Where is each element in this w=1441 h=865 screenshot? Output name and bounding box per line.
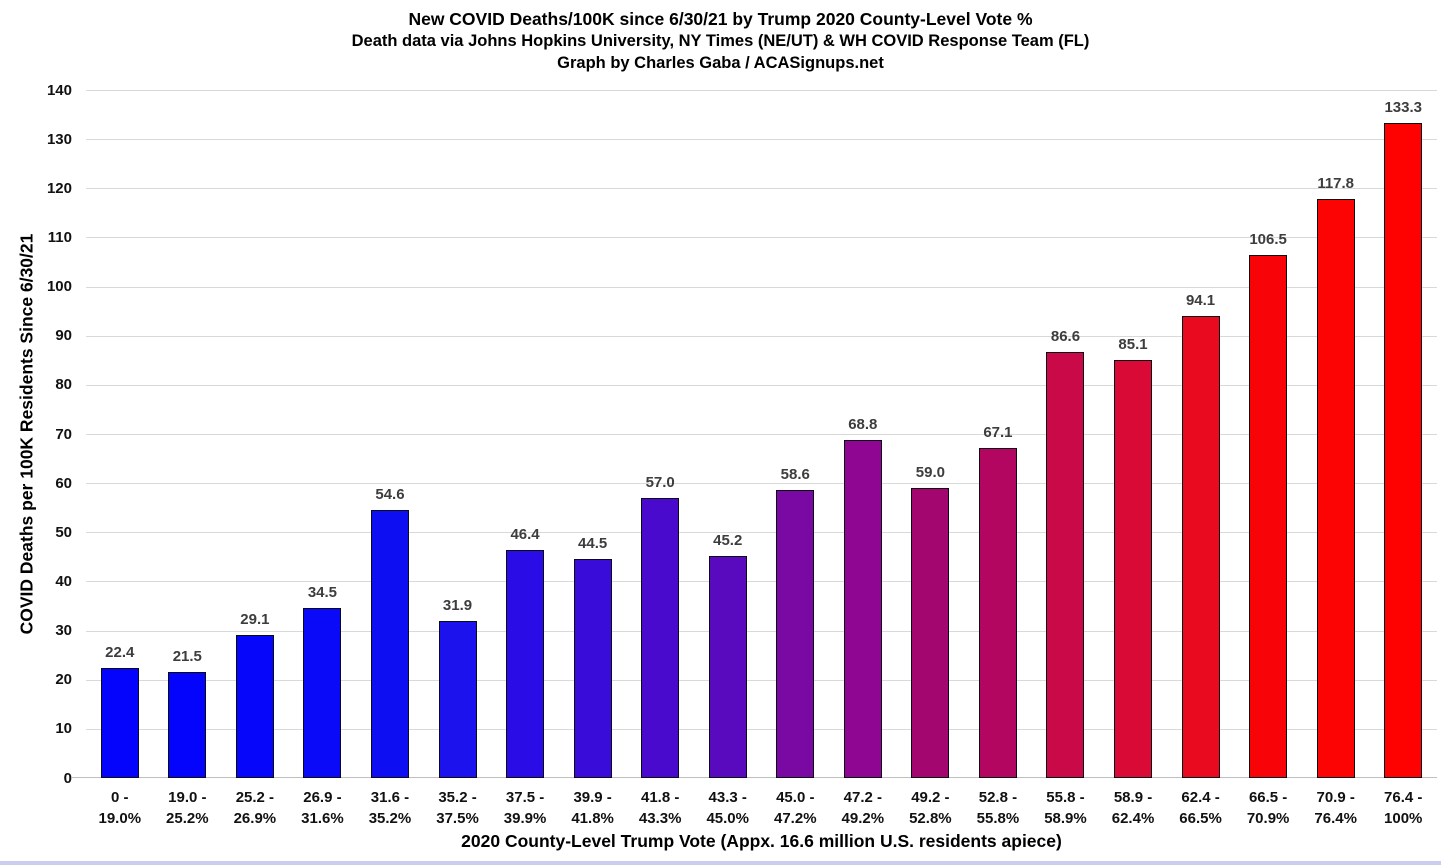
y-tick-label-130: 130	[46, 130, 72, 148]
gridline-20	[86, 679, 1437, 681]
x-tick-label-17: 62.4 - 66.5%	[1179, 789, 1222, 827]
bar-value-label-9: 57.0	[645, 473, 675, 491]
y-tick-label-50: 50	[55, 523, 72, 541]
bar-11	[776, 490, 815, 778]
gridline-60	[86, 483, 1437, 485]
chart-credit: Graph by Charles Gaba / ACASignups.net	[557, 54, 884, 72]
x-tick-label-11: 45.0 - 47.2%	[774, 789, 817, 827]
x-tick-label-6: 35.2 - 37.5%	[436, 789, 479, 827]
bar-value-label-4: 34.5	[307, 584, 338, 602]
bar-9	[641, 497, 680, 778]
x-tick-label-14: 52.8 - 55.8%	[976, 789, 1020, 827]
gridline-40	[86, 581, 1437, 583]
plot-area: 0 10 20 30 40 50 60 70 80 90 100 110 120 130 140 22.4 0 …	[47, 82, 1437, 827]
bar-18	[1249, 254, 1288, 778]
bar-5	[370, 509, 409, 778]
chart-subtitle: Death data via Johns Hopkins University,…	[351, 32, 1090, 50]
y-tick-label-60: 60	[55, 474, 72, 492]
bar-value-label-19: 117.8	[1317, 175, 1355, 193]
y-tick-label-30: 30	[55, 622, 72, 640]
bar-value-label-3: 29.1	[240, 610, 270, 628]
x-tick-label-8: 39.9 - 41.8%	[571, 789, 614, 827]
bar-value-label-15: 86.6	[1050, 328, 1081, 346]
gridline-50	[86, 532, 1437, 534]
gridline-100	[86, 286, 1437, 288]
bar-value-label-12: 68.8	[848, 415, 878, 433]
bar-6	[438, 621, 477, 778]
gridline-30	[86, 630, 1437, 632]
y-tick-label-90: 90	[55, 327, 72, 345]
bar-value-label-10: 45.2	[713, 531, 743, 549]
gridline-120	[86, 188, 1437, 190]
bar-value-label-2: 21.5	[172, 648, 202, 666]
chart-title: New COVID Deaths/100K since 6/30/21 by T…	[408, 9, 1033, 29]
bar-value-label-1: 22.4	[105, 643, 135, 661]
bottom-border	[0, 861, 1441, 865]
x-tick-label-4: 26.9 - 31.6%	[301, 789, 344, 827]
gridline-140	[86, 90, 1437, 91]
x-tick-label-15: 55.8 - 58.9%	[1044, 789, 1087, 827]
gridline-90	[86, 335, 1437, 337]
x-axis-title: 2020 County-Level Trump Vote (Appx. 16.6…	[461, 831, 1062, 851]
x-tick-label-20: 76.4 - 100%	[1384, 789, 1423, 827]
y-tick-label-120: 120	[46, 179, 72, 197]
y-tick-label-80: 80	[55, 376, 72, 394]
x-tick-label-19: 70.9 - 76.4%	[1314, 789, 1357, 827]
gridline-70	[86, 434, 1437, 435]
bar-7	[506, 549, 545, 778]
x-axis-line	[72, 776, 1437, 778]
y-tick-label-20: 20	[55, 671, 72, 689]
y-tick-label-10: 10	[55, 720, 72, 738]
y-tick-label-140: 140	[46, 81, 72, 99]
y-tick-label-110: 110	[47, 228, 72, 246]
bar-17	[1181, 315, 1220, 778]
x-tick-label-5: 31.6 - 35.2%	[368, 789, 412, 827]
bar-10	[708, 555, 747, 778]
bar-12	[843, 439, 882, 778]
x-tick-label-10: 43.3 - 45.0%	[706, 789, 749, 827]
bar-2	[168, 672, 207, 778]
bar-value-label-20: 133.3	[1384, 98, 1422, 116]
x-tick-label-1: 0 - 19.0%	[98, 789, 142, 827]
x-tick-label-18: 66.5 - 70.9%	[1246, 789, 1290, 827]
bar-4	[303, 608, 342, 778]
y-tick-label-40: 40	[55, 572, 72, 590]
bar-15	[1046, 352, 1085, 778]
x-tick-label-12: 47.2 - 49.2%	[841, 789, 885, 827]
gridline-130	[86, 139, 1437, 141]
x-tick-label-13: 49.2 - 52.8%	[909, 789, 952, 827]
bar-8	[573, 559, 612, 778]
x-tick-label-3: 25.2 - 26.9%	[233, 789, 277, 827]
bar-20	[1384, 122, 1423, 778]
y-tick-label-100: 100	[46, 278, 72, 296]
bar-value-label-6: 31.9	[442, 597, 473, 615]
y-tick-label-0: 0	[63, 769, 72, 787]
bar-1	[100, 667, 139, 778]
x-tick-label-7: 37.5 - 39.9%	[503, 789, 547, 827]
gridline-110	[86, 237, 1437, 239]
gridline-10	[86, 728, 1437, 730]
bar-value-label-17: 94.1	[1185, 291, 1216, 309]
x-tick-label-9: 41.8 - 43.3%	[638, 789, 682, 827]
bar-value-label-14: 67.1	[983, 424, 1013, 442]
bar-16	[1114, 359, 1153, 778]
bar-value-label-11: 58.6	[780, 466, 810, 484]
y-tick-label-70: 70	[55, 425, 72, 443]
bar-value-label-13: 59.0	[915, 464, 945, 482]
bar-value-label-5: 54.6	[375, 485, 405, 503]
gridline-80	[86, 384, 1437, 386]
bar-value-label-8: 44.5	[578, 535, 608, 553]
bar-value-label-16: 85.1	[1118, 335, 1148, 353]
bar-value-label-18: 106.5	[1249, 230, 1287, 248]
bar-13	[911, 488, 950, 778]
bar-3	[235, 635, 274, 778]
bar-19	[1316, 199, 1355, 778]
x-tick-label-2: 19.0 - 25.2%	[166, 789, 209, 827]
bar-14	[978, 448, 1017, 778]
x-tick-label-16: 58.9 - 62.4%	[1111, 789, 1155, 827]
bar-value-label-7: 46.4	[510, 525, 540, 543]
